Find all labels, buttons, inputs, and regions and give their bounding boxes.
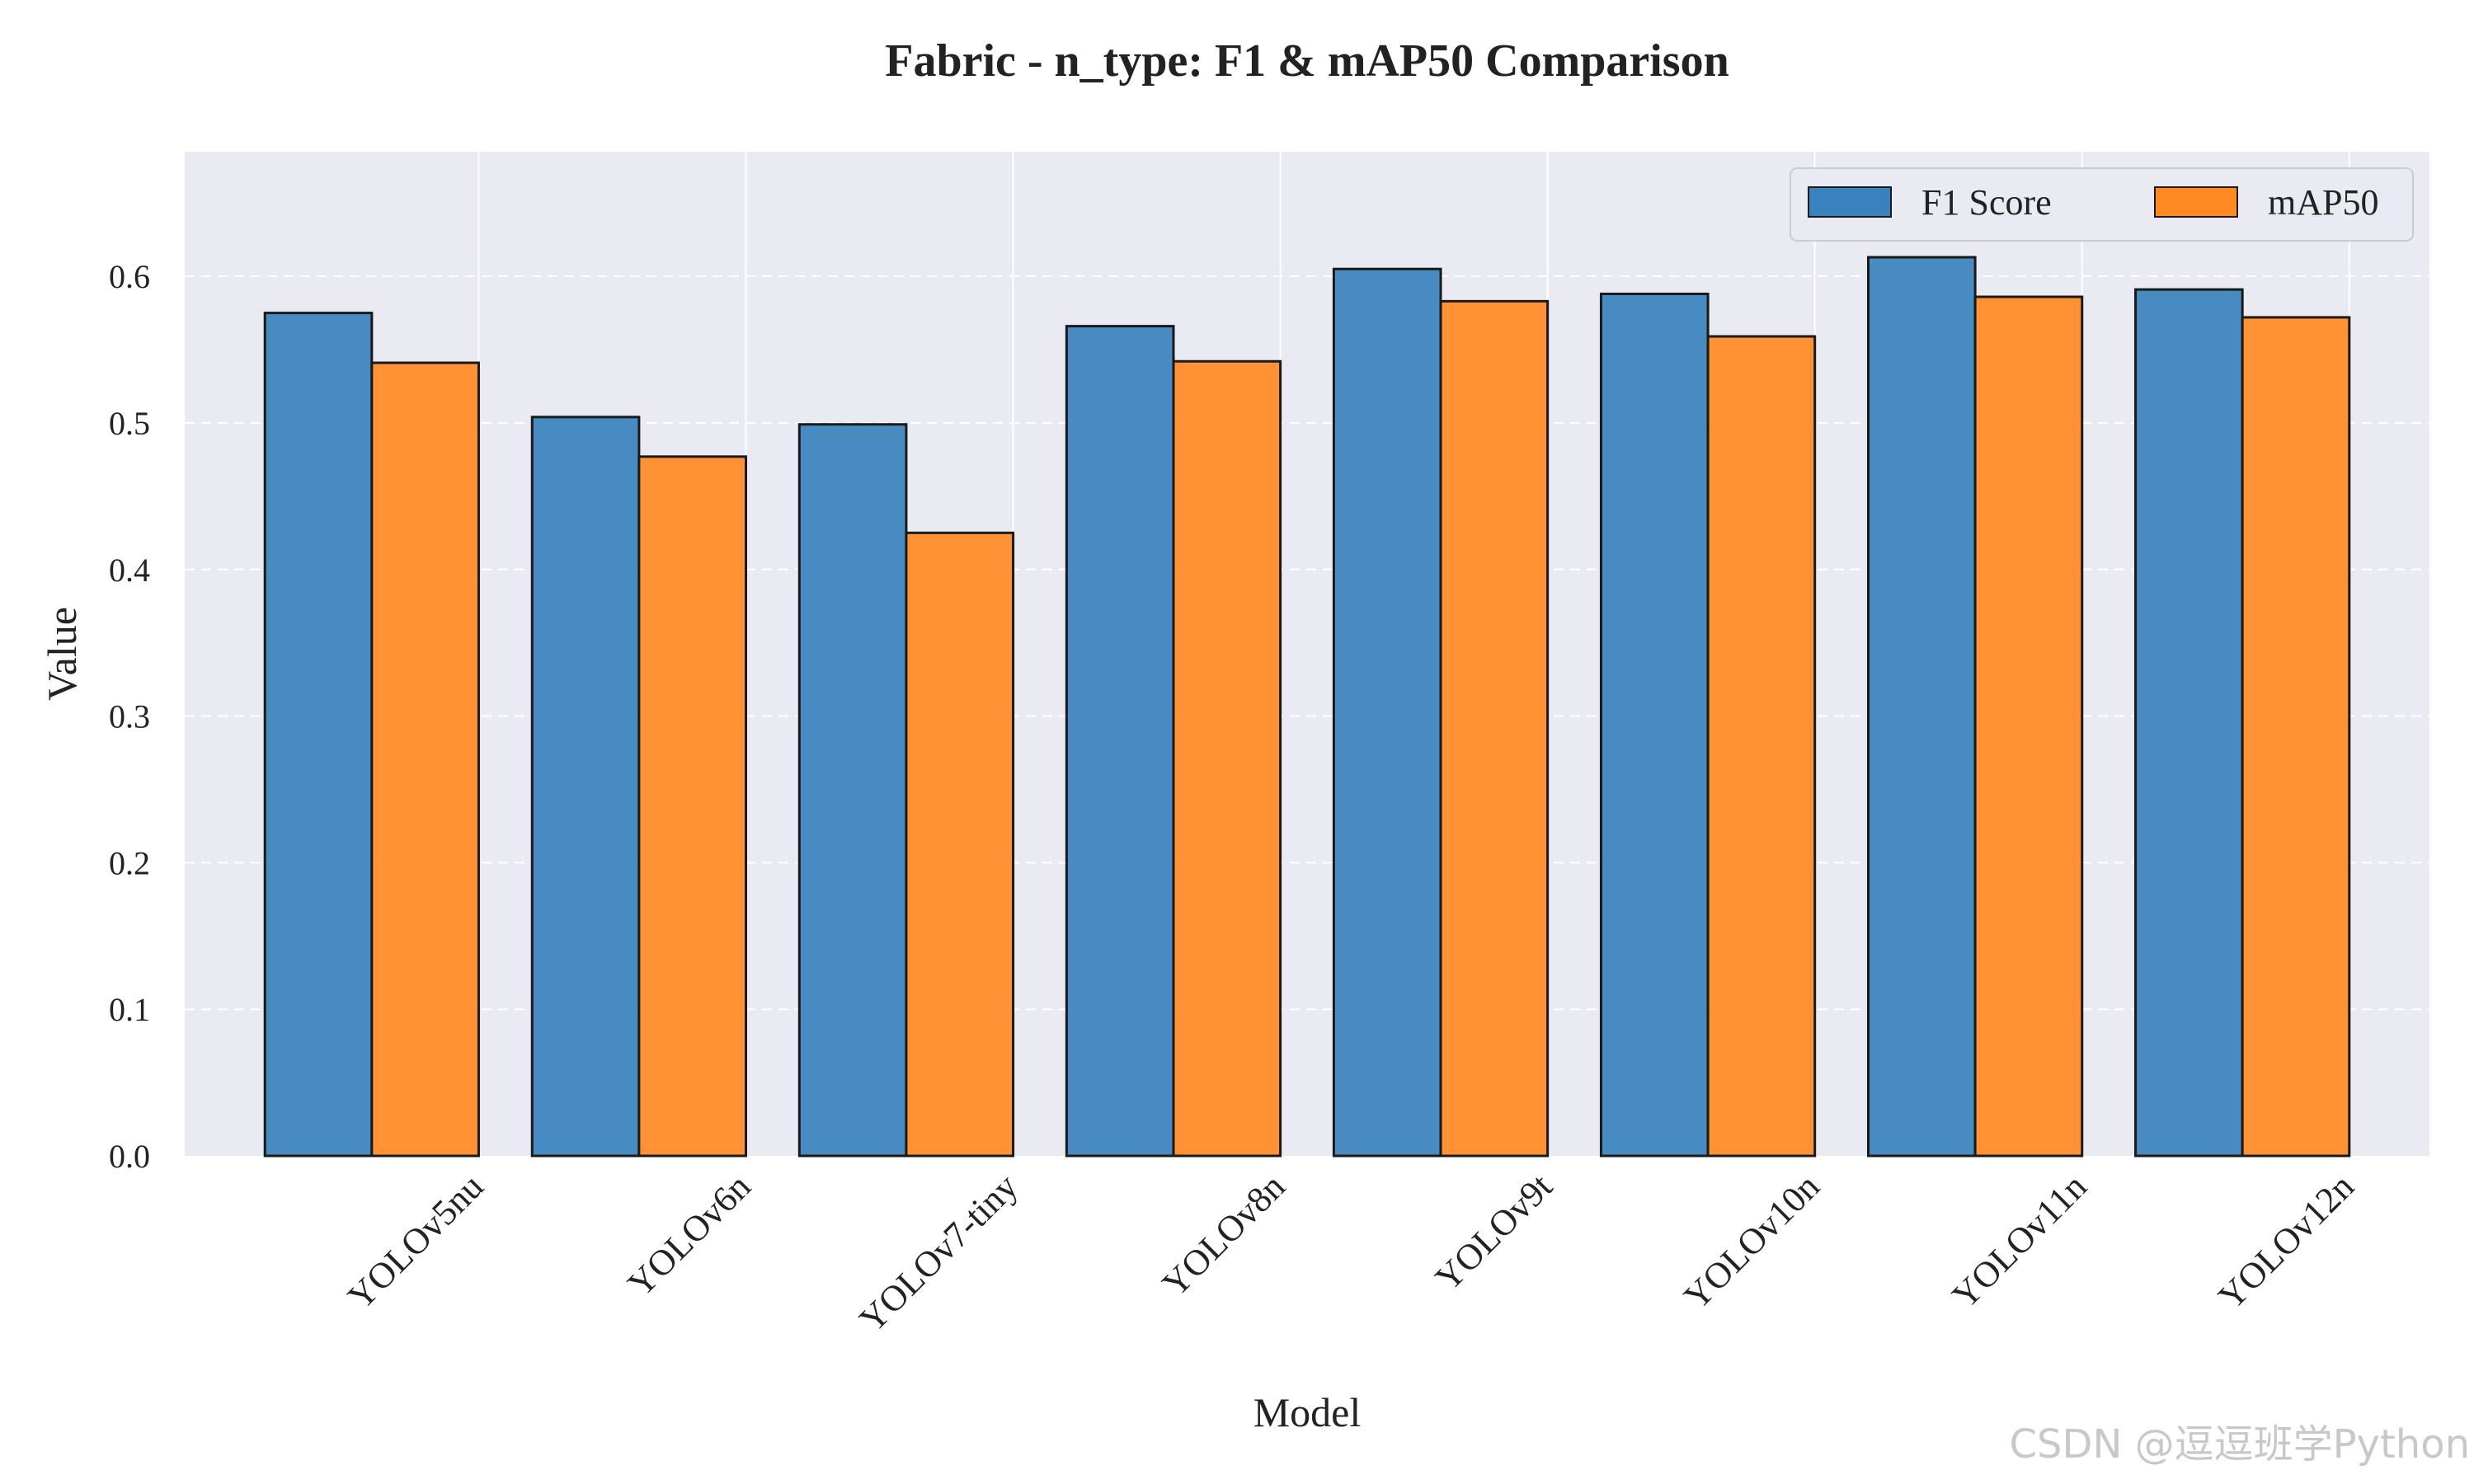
bar-map50: [2241, 316, 2351, 1158]
bar-f1: [263, 312, 374, 1158]
x-axis-label: Model: [1253, 1389, 1362, 1435]
legend-swatch-f1: [1808, 186, 1892, 218]
bar-f1: [1599, 292, 1710, 1158]
bar-f1: [797, 423, 908, 1158]
legend-swatch-map50: [2154, 186, 2238, 218]
bar-f1: [1332, 267, 1442, 1158]
bar-f1: [1867, 256, 1977, 1158]
y-tick-labels: 0.0 0.1 0.2 0.3 0.4 0.5 0.6: [109, 258, 150, 1175]
bar-map50: [1172, 359, 1282, 1158]
bar-f1: [1065, 325, 1175, 1158]
bar-map50: [905, 531, 1015, 1158]
bar-f1: [2134, 288, 2244, 1158]
y-tick-label: 0.5: [109, 405, 150, 442]
bar-f1: [530, 416, 641, 1158]
bar-map50: [637, 455, 748, 1158]
legend: F1 Score mAP50: [1790, 167, 2414, 242]
legend-label-f1: F1 Score: [1921, 182, 2052, 223]
chart-title: Fabric - n_type: F1 & mAP50 Comparison: [885, 35, 1729, 87]
y-tick-label: 0.6: [109, 258, 150, 295]
bar-map50: [1706, 335, 1817, 1158]
bar-map50: [370, 361, 480, 1158]
y-tick-label: 0.2: [109, 844, 150, 881]
y-tick-label: 0.0: [109, 1138, 150, 1175]
legend-label-map50: mAP50: [2268, 182, 2378, 223]
bar-map50: [1439, 299, 1550, 1158]
legend-box: [1790, 167, 2414, 242]
y-tick-label: 0.3: [109, 698, 150, 735]
y-axis-label: Value: [39, 607, 85, 701]
y-tick-label: 0.4: [109, 552, 150, 589]
bar-map50: [1973, 295, 2084, 1158]
watermark: CSDN @逗逗班学Python: [2010, 1421, 2471, 1468]
y-tick-label: 0.1: [109, 991, 150, 1028]
plot-area: [185, 152, 2429, 1156]
bars: [263, 256, 2351, 1158]
